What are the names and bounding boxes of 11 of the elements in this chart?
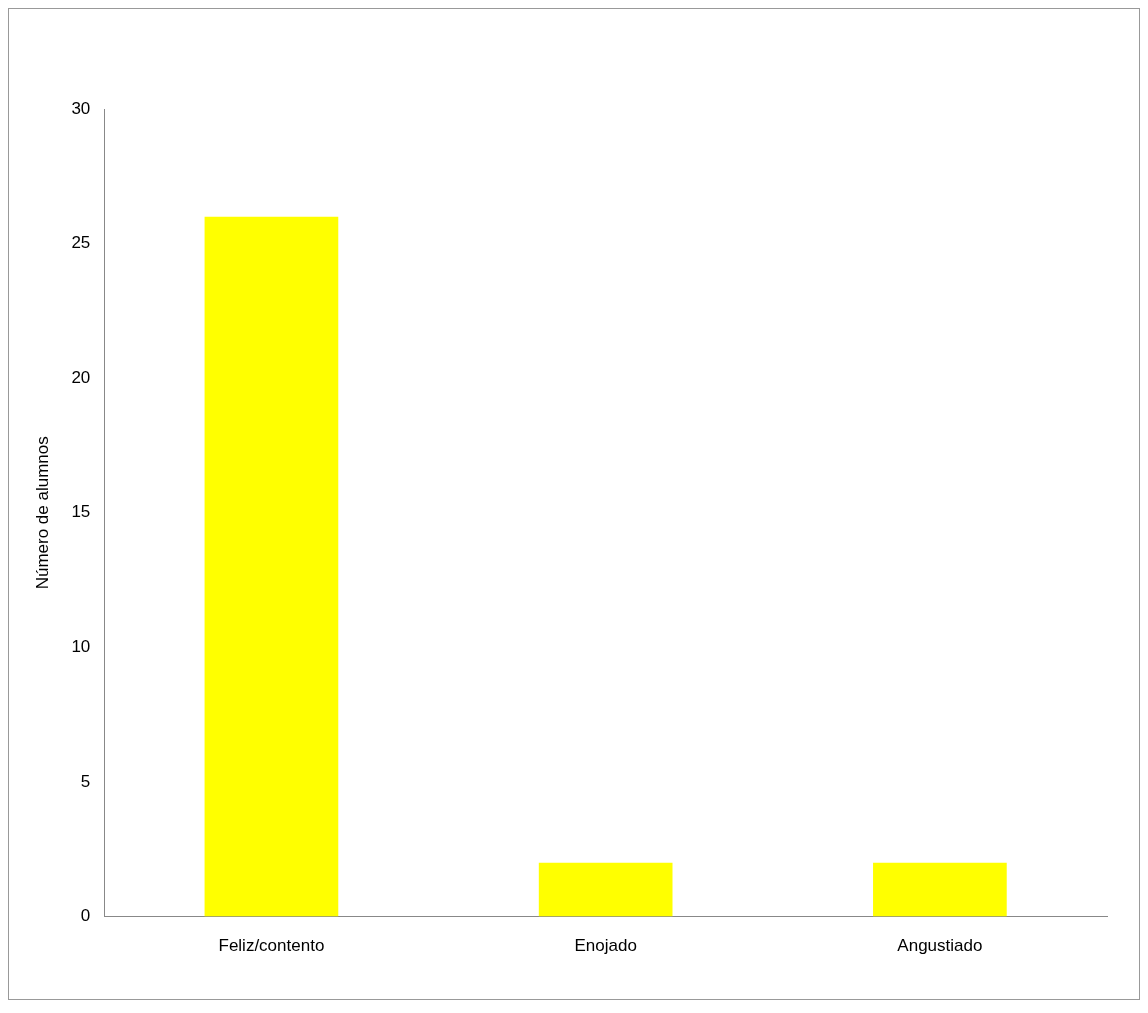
y-tick-label: 15 [71,502,91,522]
y-tick-label: 20 [71,367,91,387]
y-tick-label: 25 [71,233,91,253]
y-tick-label: 5 [80,771,91,791]
y-tick-label: 0 [80,906,91,926]
y-tick-label: 10 [71,637,91,657]
x-tick-label: Feliz/contento [218,936,325,956]
x-tick-label: Enojado [574,936,637,956]
x-tick-label: Angustiado [897,936,983,956]
y-axis-title: Número de alumnos [32,436,52,590]
y-tick-label: 30 [71,98,91,118]
